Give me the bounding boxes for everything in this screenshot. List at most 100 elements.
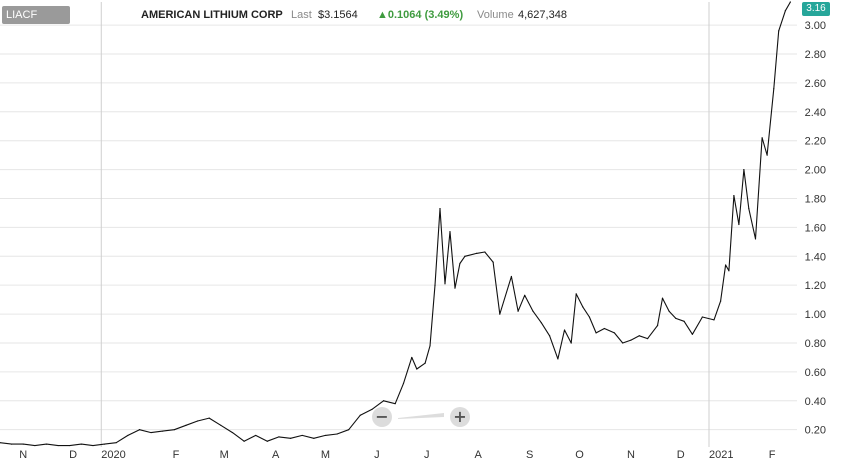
zoom-control: − + [370,407,474,429]
price-point [603,327,605,330]
x-tick-label: D [677,449,685,461]
y-tick-label: 1.80 [805,193,826,205]
x-tick-label: A [475,449,483,461]
price-point [613,332,615,334]
price-point [57,444,59,447]
x-tick-label: M [321,449,330,461]
price-point [371,408,373,411]
current-price-tag: 3.16 [802,2,830,16]
price-point [464,255,466,257]
y-tick-label: 2.20 [805,136,826,148]
price-point [743,168,745,171]
price-point [733,195,735,197]
price-point [595,332,597,334]
price-point [524,294,526,296]
price-point [638,335,640,337]
symbol-input[interactable]: LIACF [2,6,70,24]
price-point [127,434,129,437]
price-point [454,287,456,289]
price-point [324,434,327,437]
price-point [728,270,730,272]
price-point [115,442,117,444]
price-point [563,329,566,331]
price-point [80,443,82,445]
price-point [162,430,164,432]
price-point [575,293,577,295]
x-tick-label: F [769,449,776,461]
price-point [289,437,292,439]
price-point [754,238,757,240]
x-tick-label: M [220,449,229,461]
price-point [548,335,551,337]
price-point [394,403,396,405]
y-tick-label: 2.80 [805,49,826,61]
price-point [646,338,649,340]
price-point [557,358,559,360]
price-point [761,137,763,139]
x-tick-label: F [173,449,180,461]
price-point [231,431,234,434]
price-point [69,444,71,447]
y-tick-label: 1.00 [805,309,826,321]
y-tick-label: 2.40 [805,107,826,119]
zoom-in-button[interactable]: + [450,407,470,427]
price-series-line [0,1,791,447]
y-tick-label: 2.00 [805,165,826,177]
price-point [475,252,478,254]
price-point [713,319,715,321]
price-point [255,434,257,437]
price-point [150,431,152,434]
price-point [517,310,519,312]
zoom-out-button[interactable]: − [372,407,392,427]
price-point [416,368,418,370]
y-tick-label: 0.20 [805,425,826,437]
price-point [11,443,13,445]
price-point [429,345,431,347]
company-name: AMERICAN LITHIUM CORP [141,9,283,21]
price-point [683,320,685,322]
price-point [540,322,542,324]
price-change: ▲0.1064 (3.49%) [377,9,464,21]
price-point [439,208,441,210]
price-point [92,444,94,447]
year-dividers [100,2,710,447]
price-point [359,414,361,416]
price-point [588,316,591,318]
x-tick-label: N [19,449,27,461]
price-point [622,342,624,344]
volume-value: 4,627,348 [518,9,567,21]
quote-header: LIACF AMERICAN LITHIUM CORP Last $3.1564… [0,0,851,30]
price-point [301,434,303,437]
price-point [766,154,768,156]
zoom-slider[interactable] [398,413,444,419]
y-tick-label: 1.60 [805,222,826,234]
price-point [701,316,703,318]
price-point [499,313,501,315]
price-point [411,356,413,359]
price-point [382,400,385,402]
price-point [510,275,513,278]
x-tick-label: 2020 [101,449,125,461]
x-tick-label: 2021 [709,449,733,461]
price-point [34,444,36,447]
price-point [784,10,786,12]
x-tick-label: J [424,449,430,461]
x-axis-ticks: N D 2020 F M A M J J A S O N D 2021 F [19,449,775,461]
price-point [675,317,677,320]
chart-grid [0,24,797,431]
price-point [444,283,446,285]
price-point [138,429,141,431]
price-point [532,310,534,312]
price-point [0,442,1,444]
price-point [424,362,426,364]
price-point [22,443,24,445]
y-axis-ticks: 0.20 0.40 0.60 0.80 1.00 1.20 1.40 1.60 1.80 2.00… [805,20,826,437]
price-point [220,424,222,426]
price-point [773,88,775,90]
price-point [434,284,436,286]
price-point [656,325,659,327]
x-tick-label: A [272,449,280,461]
x-tick-label: D [69,449,77,461]
price-point [278,436,280,438]
